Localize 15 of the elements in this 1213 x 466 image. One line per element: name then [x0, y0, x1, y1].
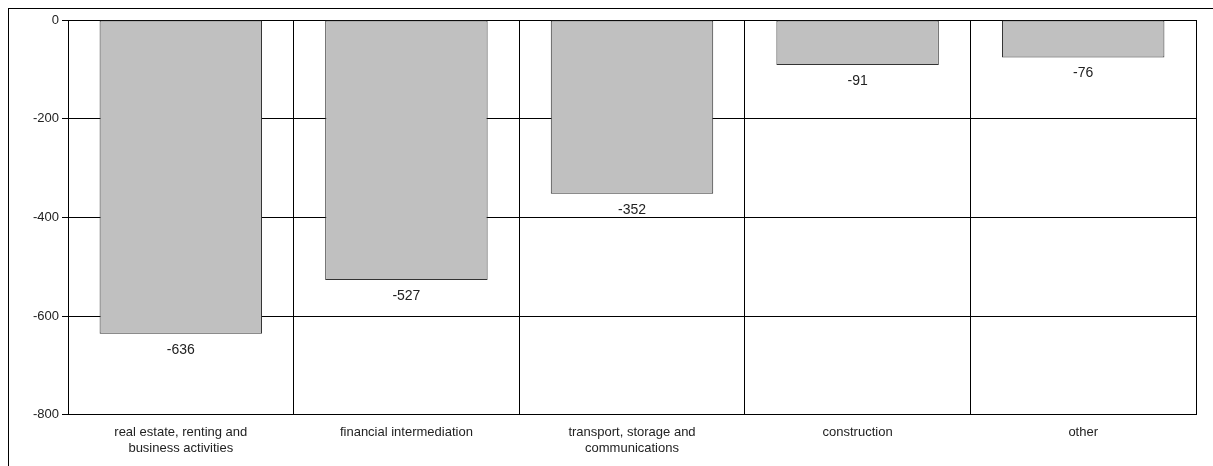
y-tick-label: -600	[32, 307, 59, 323]
data-label: -76	[1073, 64, 1094, 81]
x-tick-label: construction	[822, 424, 893, 440]
y-tick-label: 0	[51, 11, 59, 27]
data-label: -352	[617, 200, 647, 217]
data-label: -527	[392, 286, 421, 303]
x-tick-label: real estate, renting and business activities	[114, 424, 248, 455]
x-tick-label: other	[1068, 424, 1099, 440]
x-tick-label: transport, storage and communications	[568, 424, 696, 455]
data-label: -636	[166, 340, 196, 357]
data-label: -91	[847, 71, 868, 88]
y-tick-label: -400	[32, 208, 59, 224]
x-tick-label: financial intermediation	[339, 424, 473, 440]
y-tick-label: -800	[32, 406, 59, 422]
y-tick-label: -200	[32, 110, 59, 126]
